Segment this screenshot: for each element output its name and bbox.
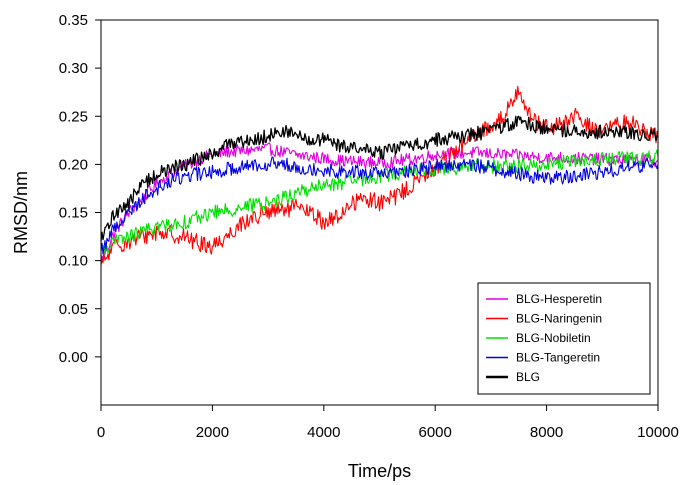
y-tick-label-1: 0.05 [59,301,88,318]
y-axis-title: RMSD/nm [11,171,31,254]
x-axis-title: Time/ps [348,461,411,481]
axes-group: 0 2000 4000 6000 8000 10000 0.00 0.05 0.10 0.15 0.… [59,12,679,441]
legend-label-blg-hesperetin: BLG-Hesperetin [516,292,602,306]
legend-label-blg-naringenin: BLG-Naringenin [516,312,602,326]
y-tick-label-6: 0.30 [59,60,88,77]
legend-label-blg: BLG [516,370,540,384]
y-tick-label-4: 0.20 [59,156,88,173]
x-tick-label-0: 0 [97,424,105,441]
legend-label-blg-tangeretin: BLG-Tangeretin [516,351,600,365]
legend-label-blg-nobiletin: BLG-Nobiletin [516,331,591,345]
x-tick-label-2: 4000 [307,424,340,441]
y-tick-label-2: 0.10 [59,253,88,270]
x-tick-label-5: 10000 [637,424,679,441]
x-tick-label-1: 2000 [196,424,229,441]
x-tick-label-3: 6000 [419,424,452,441]
series-line-blg-tangeretin [100,156,659,255]
y-tick-label-7: 0.35 [59,12,88,29]
y-tick-label-0: 0.00 [59,349,88,366]
x-tick-label-4: 8000 [530,424,563,441]
series-group [100,85,659,266]
legend: BLG-Hesperetin BLG-Naringenin BLG-Nobileti… [477,282,651,395]
y-tick-label-3: 0.15 [59,205,88,222]
series-line-blg-naringenin [100,85,659,266]
y-tick-label-5: 0.25 [59,108,88,125]
series-line-blg [100,115,659,242]
